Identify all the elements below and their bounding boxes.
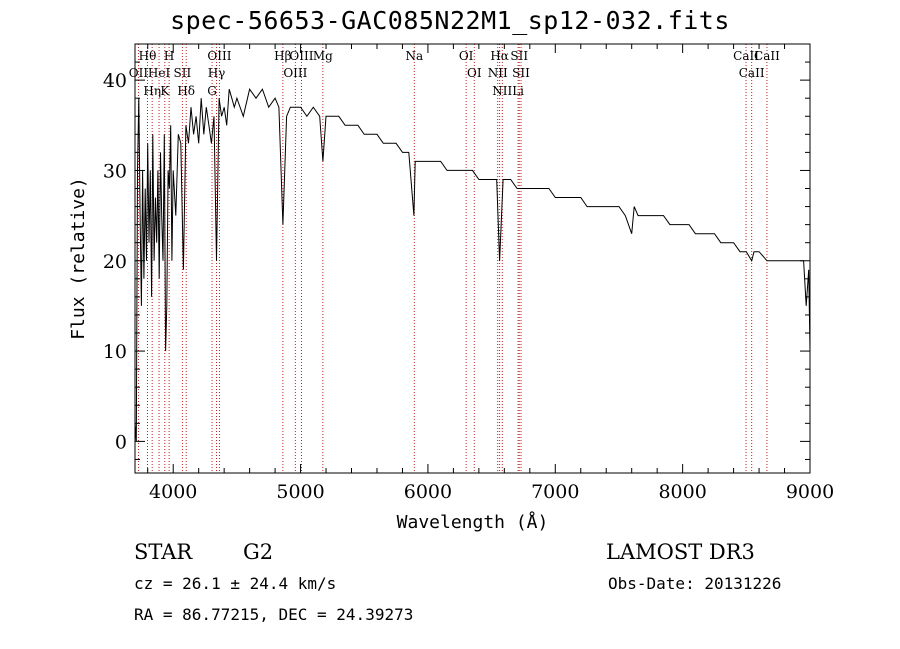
line-label: Mg (313, 49, 333, 63)
x-tick-label: 9000 (786, 481, 834, 503)
y-tick-label: 30 (103, 160, 127, 182)
line-label: Hγ (208, 66, 226, 80)
survey-name: LAMOST DR3 (606, 540, 755, 564)
line-label: Hθ (139, 49, 157, 63)
line-label: HeI (148, 66, 171, 80)
x-tick-label: 5000 (276, 481, 324, 503)
y-tick-label: 0 (115, 431, 127, 453)
redshift-cz: cz = 26.1 ± 24.4 km/s (134, 574, 337, 593)
emission-line-markers (137, 44, 768, 473)
x-axis-label: Wavelength (Å) (397, 511, 549, 533)
line-label: SII (174, 66, 192, 80)
plot-frame (134, 43, 811, 474)
line-label: Na (405, 49, 423, 63)
line-label: G (207, 84, 217, 98)
line-label: NII (492, 84, 512, 98)
line-label: OI (467, 66, 482, 80)
line-label: H (164, 49, 174, 63)
axis-ticks: 4000 5000 6000 7000 8000 9000 0 10 20 30 40 (103, 43, 834, 503)
line-label: K (160, 84, 170, 98)
line-label: OIII (207, 49, 231, 63)
line-label: Hα (490, 49, 509, 63)
line-label: SII (512, 66, 530, 80)
y-tick-label: 40 (103, 70, 127, 92)
x-tick-label: 8000 (658, 481, 706, 503)
object-subclass: G2 (243, 540, 274, 564)
line-label: OIII (283, 66, 307, 80)
line-label: SII (510, 49, 528, 63)
x-tick-label: 7000 (531, 481, 579, 503)
line-label: Hβ (274, 49, 291, 63)
ra-dec-coordinates: RA = 86.77215, DEC = 24.39273 (134, 605, 414, 624)
line-label: Hη (143, 84, 161, 98)
line-label: CaII (754, 49, 780, 63)
line-label: CaII (733, 49, 759, 63)
y-tick-label: 10 (103, 341, 127, 363)
y-tick-label: 20 (103, 251, 127, 273)
object-class: STAR (134, 540, 193, 564)
chart-title: spec-56653-GAC085N22M1_sp12-032.fits (170, 6, 730, 35)
line-label: OI (459, 49, 474, 63)
x-tick-label: 4000 (149, 481, 197, 503)
spectrum-line (134, 88, 811, 442)
line-label: CaII (739, 66, 765, 80)
line-label: OII (129, 66, 149, 80)
y-axis-label: Flux (relative) (68, 177, 89, 340)
line-label: NII (488, 66, 508, 80)
line-label: Li (512, 84, 524, 98)
x-tick-label: 6000 (404, 481, 452, 503)
line-label: Hδ (177, 84, 195, 98)
observation-date: Obs-Date: 20131226 (608, 574, 782, 593)
line-label: OIII (289, 49, 313, 63)
